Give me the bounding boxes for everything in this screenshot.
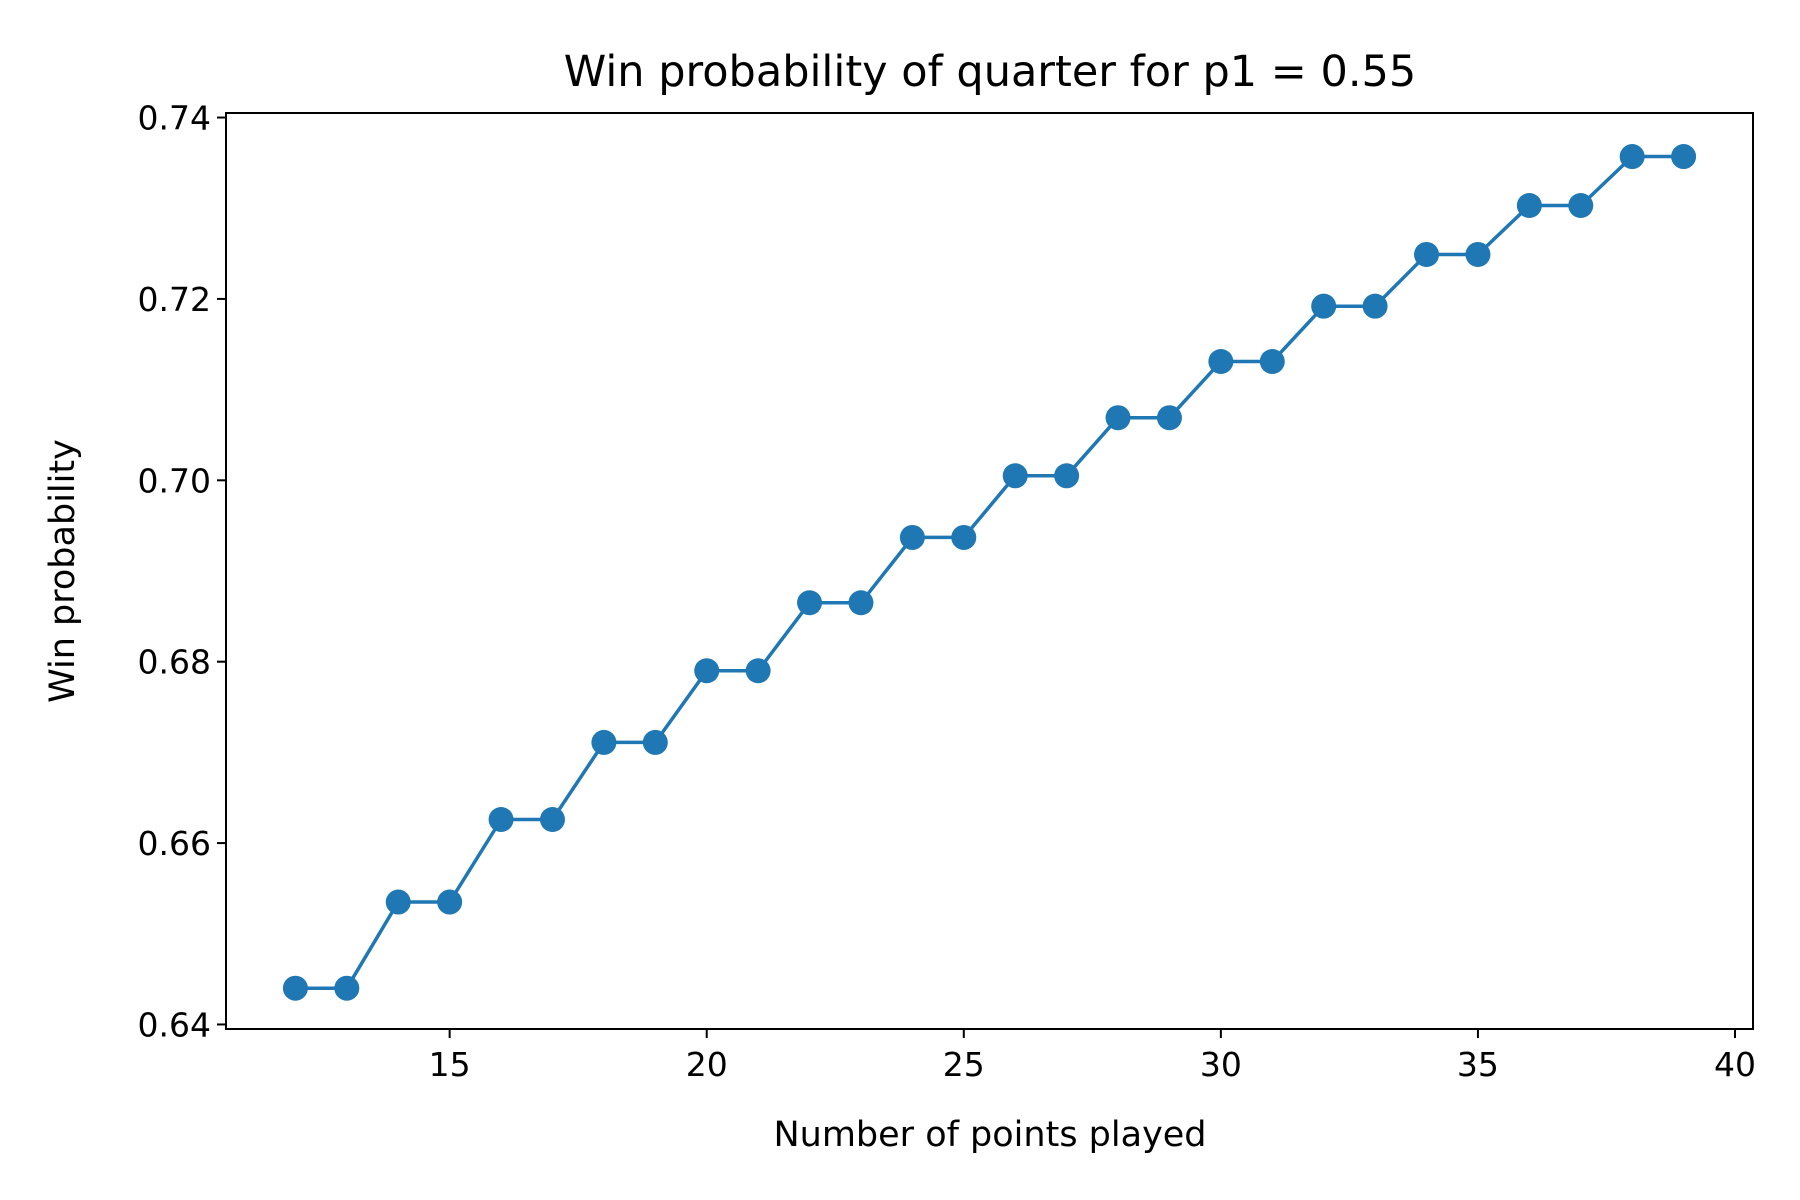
x-axis: 15 20 25 30 35 40	[429, 1029, 1756, 1084]
data-point	[437, 889, 463, 915]
x-tick-label: 25	[943, 1045, 985, 1084]
data-point	[1156, 405, 1182, 431]
plot-frame	[225, 112, 1754, 1030]
data-point	[385, 889, 411, 915]
x-tick-label: 40	[1714, 1045, 1756, 1084]
data-point	[539, 806, 565, 832]
y-tick-label: 0.72	[138, 280, 211, 319]
data-point	[1465, 241, 1491, 267]
y-tick-label: 0.64	[138, 1005, 211, 1044]
series-line	[295, 154, 1684, 990]
x-tick-label: 20	[686, 1045, 728, 1084]
data-point	[1311, 293, 1337, 319]
data-point	[797, 590, 823, 616]
x-tick-label: 30	[1200, 1045, 1242, 1084]
data-point	[334, 975, 360, 1001]
data-point	[1259, 348, 1285, 374]
data-point	[1002, 463, 1028, 489]
data-point	[694, 658, 720, 684]
data-point	[591, 729, 617, 755]
y-axis-label: Win probability	[43, 439, 83, 703]
y-tick-label: 0.68	[138, 643, 211, 682]
data-point	[1414, 241, 1440, 267]
data-point	[1054, 463, 1080, 489]
y-tick-label: 0.74	[138, 99, 211, 138]
data-point	[1362, 293, 1388, 319]
x-axis-label: Number of points played	[773, 1115, 1206, 1155]
y-axis: 0.64 0.66 0.68 0.70 0.72 0.74	[138, 99, 226, 1044]
y-tick-label: 0.70	[138, 461, 211, 500]
plot-area	[282, 144, 1697, 1001]
data-point	[1208, 348, 1234, 374]
data-point	[1619, 144, 1645, 170]
data-point	[642, 729, 668, 755]
data-point	[951, 524, 977, 550]
data-point	[488, 806, 514, 832]
y-tick-label: 0.66	[138, 824, 211, 863]
data-point	[899, 524, 925, 550]
data-point	[745, 658, 771, 684]
data-point	[1516, 193, 1542, 219]
data-point	[1671, 144, 1697, 170]
data-point	[848, 590, 874, 616]
chart-title: Win probability of quarter for p1 = 0.55	[564, 47, 1416, 97]
data-point	[1568, 193, 1594, 219]
x-tick-label: 15	[429, 1045, 471, 1084]
data-point	[1105, 405, 1131, 431]
data-point	[282, 975, 308, 1001]
x-tick-label: 35	[1457, 1045, 1499, 1084]
